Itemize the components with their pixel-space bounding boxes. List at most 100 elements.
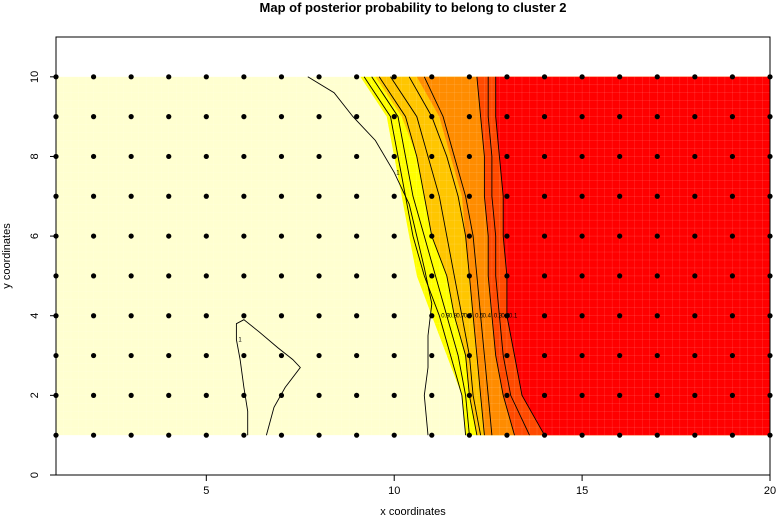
- y-tick-label: 4: [29, 313, 41, 319]
- sample-point: [617, 74, 623, 80]
- plot-area: 0.90.80.70.60.50.40.30.20.111: [53, 36, 773, 476]
- plot-frame: [55, 36, 771, 476]
- sample-point: [579, 352, 585, 359]
- sample-point: [203, 392, 209, 398]
- sample-point: [241, 233, 247, 239]
- sample-point: [90, 74, 97, 80]
- sample-point: [354, 392, 360, 398]
- sample-point: [241, 432, 247, 438]
- sample-point: [128, 432, 134, 438]
- sample-point: [504, 193, 510, 199]
- sample-point: [128, 313, 134, 319]
- contour-label: 1: [238, 338, 242, 344]
- sample-point: [90, 273, 97, 279]
- sample-point: [316, 114, 322, 120]
- sample-point: [354, 193, 360, 199]
- sample-point: [617, 432, 623, 438]
- sample-point: [541, 114, 548, 120]
- sample-point: [166, 392, 172, 398]
- contour-label: 0.8: [449, 314, 458, 320]
- sample-point: [579, 313, 585, 319]
- sample-point: [278, 74, 285, 80]
- sample-point: [654, 352, 660, 359]
- sample-point: [203, 114, 209, 120]
- sample-point: [504, 392, 510, 398]
- sample-point: [128, 352, 134, 359]
- contour-label: 0.5: [475, 314, 484, 320]
- sample-point: [579, 193, 585, 199]
- sample-point: [128, 233, 134, 239]
- x-tick-label: 5: [203, 485, 209, 497]
- sample-point: [278, 392, 285, 398]
- sample-point: [654, 233, 660, 239]
- y-tick-label: 10: [29, 71, 41, 83]
- sample-point: [617, 193, 623, 199]
- sample-point: [278, 352, 285, 359]
- sample-point: [729, 392, 736, 398]
- sample-point: [128, 392, 134, 398]
- sample-point: [729, 273, 736, 279]
- sample-point: [354, 352, 360, 359]
- sample-point: [617, 313, 623, 319]
- sample-point: [429, 233, 435, 239]
- chart-title: Map of posterior probability to belong t…: [260, 0, 567, 15]
- sample-point: [429, 352, 435, 359]
- sample-point: [429, 74, 435, 80]
- sample-point: [241, 313, 247, 319]
- sample-point: [579, 114, 585, 120]
- sample-point: [166, 233, 172, 239]
- x-tick-label: 10: [388, 485, 400, 497]
- sample-point: [241, 352, 247, 359]
- sample-point: [466, 74, 472, 80]
- sample-point: [203, 432, 209, 438]
- sample-point: [654, 313, 660, 319]
- x-axis-label: x coordinates: [380, 506, 446, 518]
- sample-point: [654, 392, 660, 398]
- y-tick-label: 2: [29, 392, 41, 398]
- sample-point: [316, 193, 322, 199]
- sample-point: [504, 233, 510, 239]
- sample-point: [541, 74, 548, 80]
- sample-point: [203, 313, 209, 319]
- sample-point: [729, 193, 736, 199]
- contour-label: 0.1: [509, 314, 518, 320]
- contour-0.5: [408, 76, 485, 436]
- sample-point: [429, 273, 435, 279]
- sample-point: [316, 233, 322, 239]
- sample-point: [203, 74, 209, 80]
- sample-point: [466, 273, 472, 279]
- sample-point: [729, 313, 736, 319]
- sample-point: [128, 114, 134, 120]
- y-tick-label: 8: [29, 153, 41, 159]
- sample-point: [278, 153, 285, 160]
- sample-point: [241, 74, 247, 80]
- sample-point: [354, 313, 360, 319]
- sample-point: [617, 273, 623, 279]
- sample-point: [166, 352, 172, 359]
- sample-point: [692, 153, 698, 160]
- contour-0.8: [371, 76, 470, 436]
- contour-0.3: [476, 76, 515, 436]
- sample-point: [429, 392, 435, 398]
- sample-point: [128, 74, 134, 80]
- sample-point: [128, 193, 134, 199]
- contour-0.2: [487, 76, 530, 436]
- sample-point: [166, 432, 172, 438]
- sample-point: [579, 233, 585, 239]
- sample-point: [391, 352, 397, 359]
- sample-point: [90, 233, 97, 239]
- sample-point: [504, 313, 510, 319]
- sample-point: [354, 114, 360, 120]
- sample-point: [579, 74, 585, 80]
- sample-point: [692, 193, 698, 199]
- sample-point: [391, 392, 397, 398]
- sample-point: [617, 392, 623, 398]
- sample-point: [654, 193, 660, 199]
- sample-point: [654, 74, 660, 80]
- sample-point: [354, 432, 360, 438]
- sample-point: [504, 352, 510, 359]
- sample-point: [617, 153, 623, 160]
- sample-point: [391, 74, 397, 80]
- y-axis-label: y coordinates: [1, 223, 13, 289]
